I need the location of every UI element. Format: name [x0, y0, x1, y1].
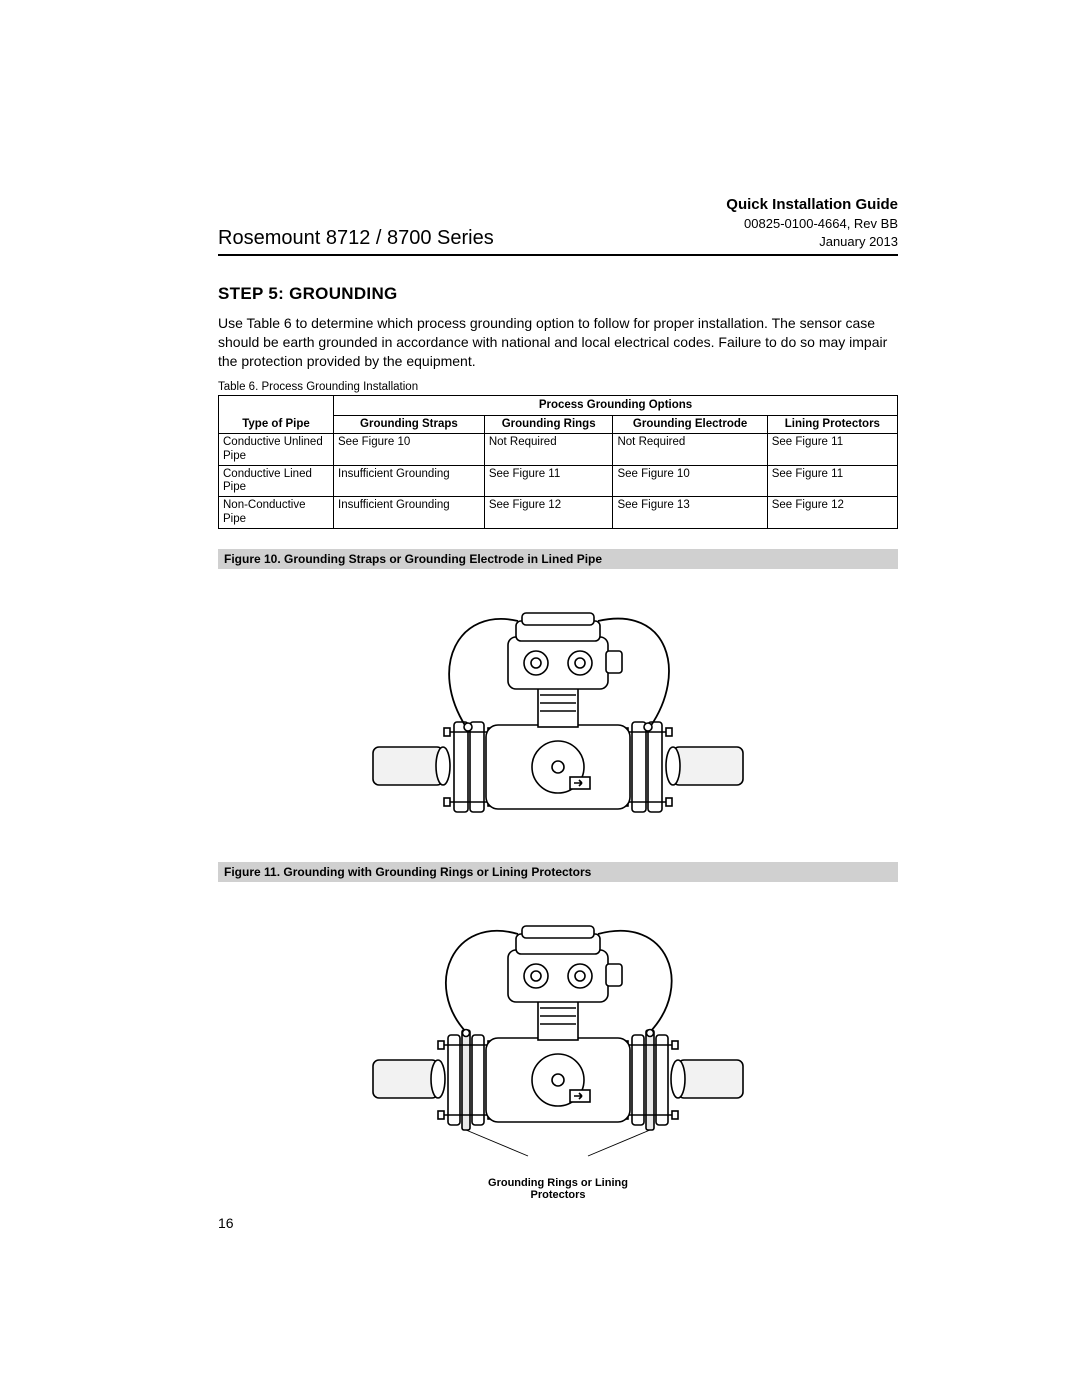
cell: Conductive Lined Pipe [219, 465, 334, 496]
col-header-lining: Lining Protectors [767, 416, 897, 434]
page-header: Rosemount 8712 / 8700 Series Quick Insta… [218, 195, 898, 256]
cell: See Figure 12 [484, 497, 613, 528]
figure10-caption: Figure 10. Grounding Straps or Grounding… [218, 549, 898, 569]
step-label: STEP 5: [218, 284, 284, 303]
cell: See Figure 11 [767, 465, 897, 496]
cell: Conductive Unlined Pipe [219, 434, 334, 465]
cell: See Figure 11 [484, 465, 613, 496]
doc-meta: Quick Installation Guide 00825-0100-4664… [726, 195, 898, 250]
table-row: Conductive Unlined Pipe See Figure 10 No… [219, 434, 898, 465]
table-row: Conductive Lined Pipe Insufficient Groun… [219, 465, 898, 496]
col-header-type: Type of Pipe [219, 396, 334, 434]
cell: See Figure 13 [613, 497, 767, 528]
figure11-annotation: Grounding Rings or Lining Protectors [218, 1177, 898, 1202]
cell: See Figure 11 [767, 434, 897, 465]
col-header-electrode: Grounding Electrode [613, 416, 767, 434]
product-line: Rosemount 8712 / 8700 Series [218, 227, 494, 250]
annotation-line1: Grounding Rings or Lining [488, 1177, 628, 1189]
cell: See Figure 10 [334, 434, 485, 465]
page-number: 16 [218, 1215, 234, 1231]
guide-title: Quick Installation Guide [726, 195, 898, 215]
grounding-table: Type of Pipe Process Grounding Options G… [218, 395, 898, 529]
cell: Insufficient Grounding [334, 465, 485, 496]
section-body: Use Table 6 to determine which process g… [218, 314, 898, 371]
flowmeter-rings-diagram-icon [368, 890, 748, 1170]
cell: See Figure 10 [613, 465, 767, 496]
step-title: GROUNDING [284, 284, 398, 303]
cell: Insufficient Grounding [334, 497, 485, 528]
figure11-diagram: Grounding Rings or Lining Protectors [218, 890, 898, 1202]
cell: Not Required [484, 434, 613, 465]
col-header-straps: Grounding Straps [334, 416, 485, 434]
table-row: Non-Conductive Pipe Insufficient Groundi… [219, 497, 898, 528]
figure10-diagram [218, 577, 898, 842]
cell: Non-Conductive Pipe [219, 497, 334, 528]
col-header-rings: Grounding Rings [484, 416, 613, 434]
doc-date: January 2013 [726, 233, 898, 251]
doc-number: 00825-0100-4664, Rev BB [726, 215, 898, 233]
flowmeter-diagram-icon [368, 577, 748, 837]
figure11-caption: Figure 11. Grounding with Grounding Ring… [218, 862, 898, 882]
table-caption: Table 6. Process Grounding Installation [218, 381, 898, 393]
col-header-span: Process Grounding Options [334, 396, 898, 416]
cell: See Figure 12 [767, 497, 897, 528]
annotation-line2: Protectors [530, 1189, 585, 1201]
section-heading: STEP 5: GROUNDING [218, 284, 898, 304]
cell: Not Required [613, 434, 767, 465]
